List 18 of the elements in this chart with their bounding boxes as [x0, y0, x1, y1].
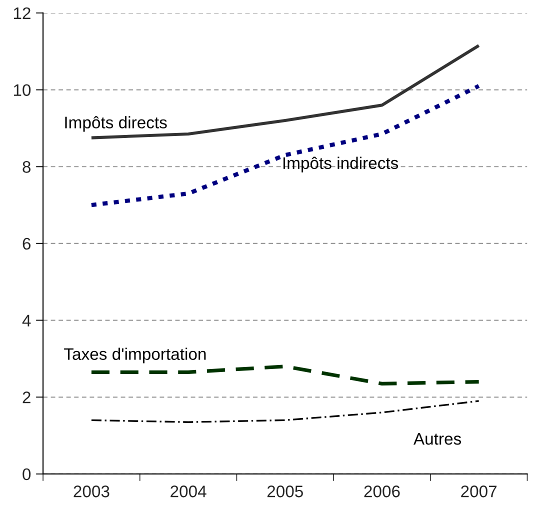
y-tick-label: 6	[22, 238, 31, 250]
series-label: Impôts indirects	[284, 156, 398, 172]
series-label: Impôts directs	[65, 116, 167, 132]
x-tick-label: 2007	[461, 486, 497, 498]
line-series	[90, 364, 481, 386]
y-tick-label: 8	[22, 161, 31, 173]
x-tick-label: 2004	[170, 486, 206, 498]
y-tick-label: 10	[14, 84, 31, 96]
x-tick-label: 2003	[74, 486, 110, 498]
y-tick-label: 2	[22, 392, 30, 404]
line-series	[90, 400, 480, 423]
series-label: Autres	[413, 433, 462, 445]
x-tick-label: 2006	[364, 486, 400, 498]
y-tick-label: 12	[14, 7, 30, 19]
y-tick-label: 0	[22, 468, 31, 480]
series-label: Taxes d'importation	[64, 348, 206, 364]
y-tick-label: 4	[22, 314, 31, 326]
x-tick-label: 2005	[267, 486, 303, 498]
